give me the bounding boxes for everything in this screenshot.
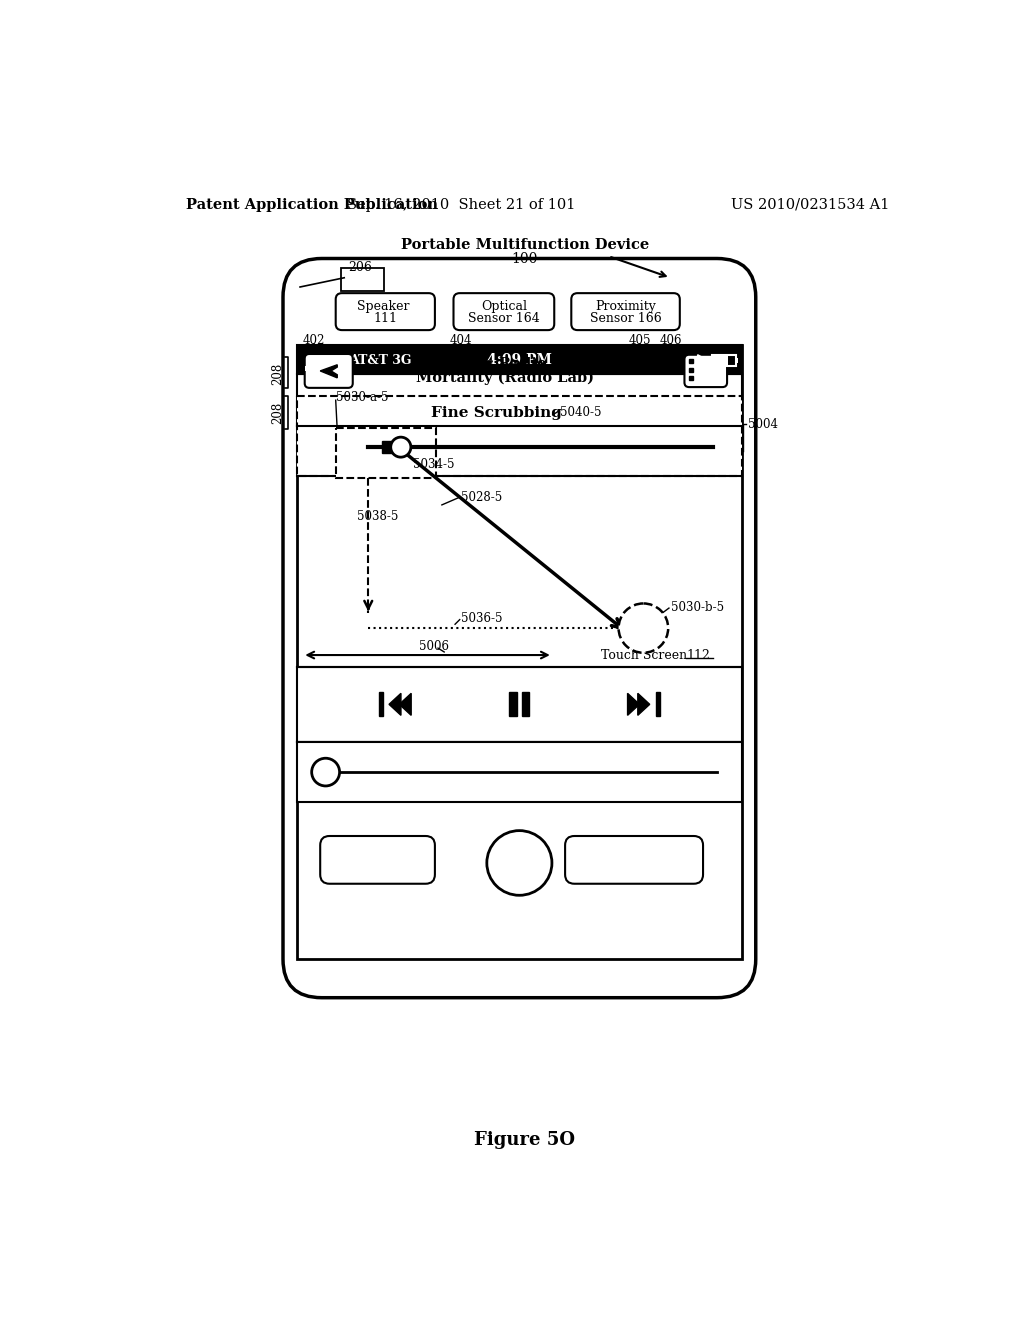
Text: Sensor 164: Sensor 164: [468, 312, 540, 325]
Text: 405: 405: [629, 334, 650, 347]
Text: Speaker: Speaker: [357, 300, 414, 313]
FancyBboxPatch shape: [571, 293, 680, 330]
Bar: [735, 358, 738, 363]
FancyBboxPatch shape: [336, 293, 435, 330]
FancyBboxPatch shape: [321, 836, 435, 884]
Text: 4:09 PM: 4:09 PM: [487, 354, 552, 367]
Bar: [330, 358, 334, 371]
Text: Sep. 16, 2010  Sheet 21 of 101: Sep. 16, 2010 Sheet 21 of 101: [347, 198, 575, 211]
Text: Optical: Optical: [481, 300, 527, 313]
Text: 208: 208: [271, 401, 284, 424]
Polygon shape: [697, 355, 708, 367]
Polygon shape: [638, 693, 650, 715]
Bar: [311, 364, 315, 371]
Polygon shape: [321, 364, 337, 378]
Circle shape: [618, 603, 669, 653]
Circle shape: [486, 830, 552, 895]
FancyBboxPatch shape: [454, 293, 554, 330]
Text: 5006: 5006: [419, 640, 450, 653]
Polygon shape: [389, 693, 401, 715]
Text: 406: 406: [659, 334, 682, 347]
Text: 5030-a-5: 5030-a-5: [336, 391, 388, 404]
Text: 5038-5: 5038-5: [356, 510, 398, 523]
Bar: [324, 359, 328, 371]
Polygon shape: [628, 693, 640, 715]
Bar: [509, 693, 517, 717]
Bar: [341, 268, 384, 290]
Text: Proximity: Proximity: [595, 300, 656, 313]
Text: Touch Screen: Touch Screen: [601, 648, 691, 661]
Text: 5040-5: 5040-5: [560, 407, 602, 418]
Bar: [379, 693, 383, 717]
Text: 5030-b-5: 5030-b-5: [671, 601, 724, 614]
Text: 5004: 5004: [748, 417, 778, 430]
Text: 404: 404: [450, 334, 472, 347]
Text: Mortality (Radio Lab): Mortality (Radio Lab): [417, 371, 594, 385]
Circle shape: [391, 437, 411, 457]
Bar: [655, 693, 659, 717]
FancyBboxPatch shape: [684, 355, 727, 387]
Text: Accelerometer(s): Accelerometer(s): [577, 849, 691, 862]
Bar: [714, 356, 728, 364]
Text: 112: 112: [686, 648, 710, 661]
Text: Figure 5O: Figure 5O: [474, 1131, 575, 1150]
Text: 402: 402: [303, 334, 326, 347]
Bar: [317, 362, 322, 371]
Text: 111: 111: [374, 312, 397, 325]
Bar: [297, 742, 741, 803]
Bar: [689, 376, 693, 380]
Text: US 2010/0231534 A1: US 2010/0231534 A1: [731, 198, 889, 211]
Text: Microphone: Microphone: [337, 849, 418, 862]
Bar: [336, 428, 436, 478]
Bar: [297, 667, 741, 742]
Bar: [382, 441, 400, 453]
Text: 100: 100: [512, 252, 538, 267]
Bar: [297, 374, 741, 426]
Text: 208: 208: [271, 363, 284, 385]
Bar: [713, 355, 735, 366]
Text: Portable Multifunction Device: Portable Multifunction Device: [400, 239, 649, 252]
Text: Sensor 166: Sensor 166: [590, 312, 662, 325]
Bar: [689, 368, 693, 372]
Text: 5034-5: 5034-5: [414, 458, 455, 471]
Polygon shape: [399, 693, 412, 715]
Text: Home: Home: [500, 849, 540, 862]
FancyBboxPatch shape: [565, 836, 703, 884]
Text: Fine Scrubbing: Fine Scrubbing: [431, 405, 561, 420]
Bar: [305, 367, 309, 371]
Bar: [297, 345, 741, 374]
Text: 5036-5: 5036-5: [461, 612, 503, 626]
Bar: [521, 693, 529, 717]
Text: 113: 113: [365, 862, 390, 875]
Text: Patent Application Publication: Patent Application Publication: [186, 198, 438, 211]
Text: 206: 206: [348, 261, 372, 275]
Text: AT&T 3G: AT&T 3G: [349, 354, 412, 367]
Text: WNYC’s Radio Lab: WNYC’s Radio Lab: [429, 356, 582, 371]
Text: 204: 204: [507, 862, 531, 875]
FancyBboxPatch shape: [305, 354, 352, 388]
Text: 5028-5: 5028-5: [461, 491, 503, 504]
Bar: [689, 359, 693, 363]
Circle shape: [311, 758, 340, 785]
Text: 168: 168: [622, 862, 647, 875]
FancyBboxPatch shape: [283, 259, 756, 998]
Bar: [297, 345, 741, 960]
Bar: [297, 396, 741, 477]
